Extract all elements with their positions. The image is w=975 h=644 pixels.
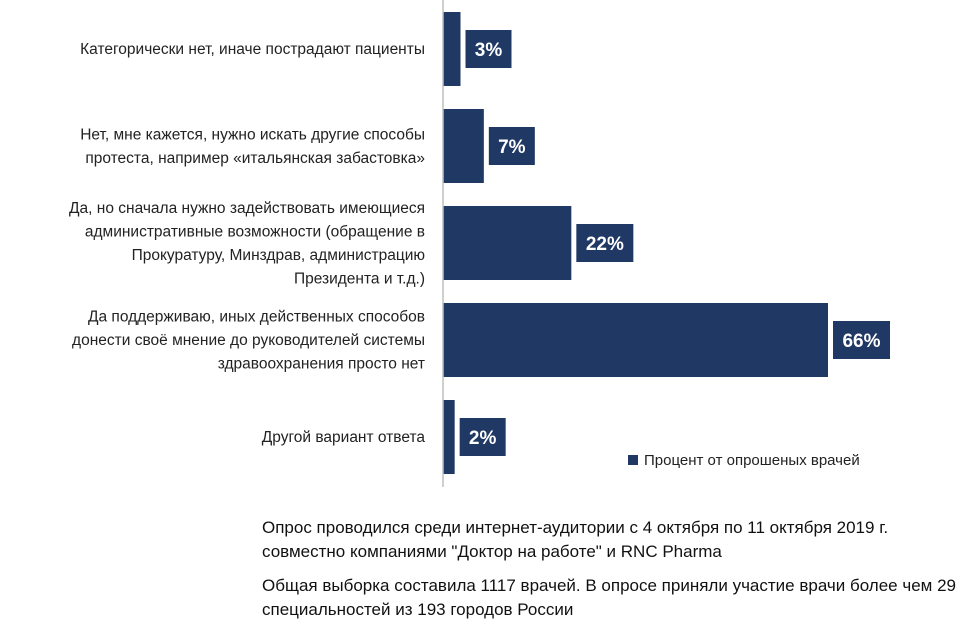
category-label-line: Нет, мне кажется, нужно искать другие сп…: [80, 126, 425, 143]
value-label-2: 22%: [586, 234, 624, 255]
bar-4: [443, 400, 455, 474]
category-label-line: Да, но сначала нужно задействовать имеющ…: [69, 200, 425, 217]
bar-1: [443, 109, 484, 183]
value-label-1: 7%: [498, 137, 526, 158]
value-label-bg-0: [465, 30, 512, 68]
legend-label: Процент от опрошеных врачей: [644, 452, 860, 469]
value-label-4: 2%: [469, 428, 497, 449]
category-label-4: Другой вариант ответа: [262, 429, 426, 446]
category-label-line: здравоохранения просто нет: [218, 356, 425, 373]
legend-swatch: [628, 455, 638, 465]
survey-note-sample: Общая выборка составила 1117 врачей. В о…: [262, 576, 956, 619]
category-label-line: Да поддерживаю, иных действенных способо…: [88, 309, 425, 326]
category-label-line: Президента и т.д.): [294, 270, 425, 287]
bar-3: [443, 303, 828, 377]
category-label-line: донести своё мнение до руководителей сис…: [72, 332, 425, 349]
bars-group: [443, 12, 828, 474]
bar-2: [443, 206, 572, 280]
category-labels-group: Категорически нет, иначе пострадают паци…: [69, 41, 425, 446]
survey-notes: Опрос проводился среди интернет-аудитори…: [262, 516, 972, 632]
value-label-0: 3%: [475, 40, 503, 61]
value-labels-group: 3% 7% 22% 66% 2%: [459, 30, 890, 456]
category-label-line: протеста, например «итальянская забастов…: [85, 150, 425, 167]
legend: Процент от опрошеных врачей: [628, 452, 860, 469]
category-label-line: Категорически нет, иначе пострадают паци…: [80, 41, 425, 58]
value-label-bg-2: [576, 224, 634, 262]
category-label-line: административные возможности (обращение …: [85, 223, 425, 240]
bar-chart: 3% 7% 22% 66% 2% Категорически нет, иначе по…: [69, 0, 890, 487]
category-label-line: Другой вариант ответа: [262, 429, 426, 446]
value-label-bg-3: [833, 321, 890, 359]
category-label-0: Категорически нет, иначе пострадают паци…: [80, 41, 425, 58]
value-label-bg-4: [459, 418, 506, 456]
survey-note-period: Опрос проводился среди интернет-аудитори…: [262, 518, 889, 561]
bar-0: [443, 12, 461, 86]
category-label-line: Прокуратуру, Минздрав, администрацию: [132, 247, 425, 264]
value-label-3: 66%: [842, 331, 880, 352]
value-label-bg-1: [488, 127, 535, 165]
category-label-3: Да поддерживаю, иных действенных способо…: [72, 309, 425, 373]
category-label-2: Да, но сначала нужно задействовать имеющ…: [69, 200, 425, 288]
category-label-1: Нет, мне кажется, нужно искать другие сп…: [80, 126, 425, 167]
